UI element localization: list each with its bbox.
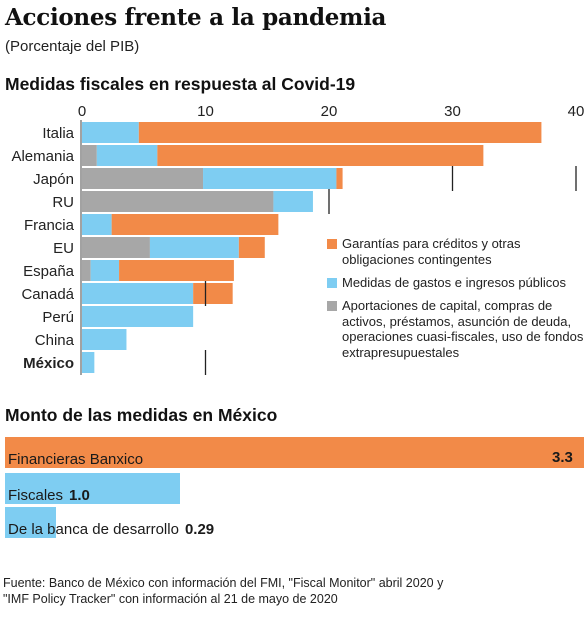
category-label: EU <box>53 240 74 257</box>
source-line-2: "IMF Policy Tracker" con información al … <box>3 592 338 606</box>
bar-gastos <box>149 237 239 258</box>
category-label: Japón <box>33 171 74 188</box>
bar-gastos <box>82 306 194 327</box>
mexico-bar-label: De la banca de desarrollo 0.29 <box>8 521 214 538</box>
bar-garantias <box>111 214 279 235</box>
bar-gastos <box>82 329 127 350</box>
category-label: España <box>23 263 75 280</box>
legend-label: Medidas de gastos e ingresos públicos <box>342 275 567 290</box>
bar-gastos <box>82 283 194 304</box>
x-tick-label: 10 <box>197 103 214 120</box>
mexico-category: Fiscales <box>8 487 64 504</box>
mexico-bar <box>5 507 56 538</box>
bar-aportaciones <box>82 260 91 281</box>
mexico-category: Financieras Banxico <box>8 451 144 468</box>
legend-label: Garantías para créditos y otras obligaci… <box>342 236 521 267</box>
mexico-bar-label: Fiscales 1.0 <box>8 487 90 504</box>
category-label: Canadá <box>21 286 74 303</box>
x-tick-label: 30 <box>444 103 461 120</box>
category-label: RU <box>52 194 74 211</box>
x-tick-label: 0 <box>78 103 86 120</box>
bar-garantias <box>157 145 484 166</box>
legend-swatch <box>327 278 337 288</box>
legend-label: Aportaciones de capital, compras de acti… <box>342 298 584 360</box>
bar-aportaciones <box>82 191 274 212</box>
chart-title: Acciones frente a la pandemia <box>5 4 387 31</box>
bar-garantias <box>336 168 343 189</box>
chart-subtitle: (Porcentaje del PIB) <box>5 38 140 55</box>
fiscal-measures-chart: 0 10 20 30 40 Italia Alemania Japón RU Francia EU E… <box>11 103 585 375</box>
bar-aportaciones <box>82 237 150 258</box>
bar-aportaciones <box>82 168 204 189</box>
source-note: Fuente: Banco de México con información … <box>3 575 443 607</box>
category-label: Alemania <box>11 148 74 165</box>
source-line-1: Fuente: Banco de México con información … <box>3 576 444 590</box>
legend-swatch <box>327 301 337 311</box>
bar-gastos <box>203 168 337 189</box>
mexico-value-label: 0.29 <box>184 521 215 538</box>
fiscal-measures-title: Medidas fiscales en respuesta al Covid-1… <box>5 74 356 94</box>
mexico-value-label: 3.3 <box>552 449 573 466</box>
category-label: Italia <box>42 125 74 142</box>
category-label: Perú <box>42 309 74 326</box>
bar-aportaciones <box>82 145 97 166</box>
category-label: Francia <box>24 217 75 234</box>
category-label: México <box>23 355 74 372</box>
mexico-bar <box>5 437 584 468</box>
bar-garantias <box>238 237 265 258</box>
x-tick-label: 40 <box>568 103 585 120</box>
category-label: China <box>35 332 75 349</box>
bar-gastos <box>82 214 112 235</box>
legend-swatch <box>327 239 337 249</box>
bar-gastos <box>96 145 158 166</box>
bar-gastos <box>82 352 95 373</box>
bar-garantias <box>193 283 233 304</box>
bar-gastos <box>82 122 139 143</box>
x-tick-label: 20 <box>321 103 338 120</box>
mexico-value-label: 1.0 <box>69 487 90 504</box>
mexico-measures-title: Monto de las medidas en México <box>5 405 278 425</box>
bar-gastos <box>90 260 120 281</box>
bar-garantias <box>138 122 542 143</box>
bar-gastos <box>273 191 313 212</box>
mexico-category: De la banca de desarrollo <box>8 521 179 538</box>
bar-garantias <box>119 260 234 281</box>
mexico-bar-label: Financieras Banxico <box>8 451 143 468</box>
mexico-bar <box>5 473 180 504</box>
